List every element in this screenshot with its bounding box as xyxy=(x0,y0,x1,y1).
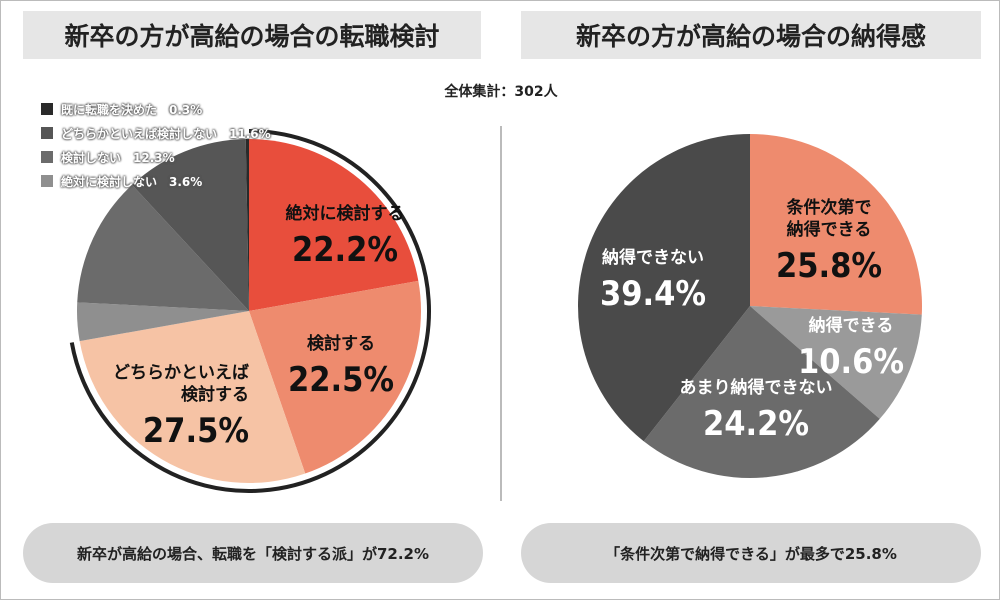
left-chart-title: 新卒の方が高給の場合の転職検討 xyxy=(23,11,481,59)
slice-value: 39.4% xyxy=(600,274,706,314)
legend-label: 既に転職を決めた 0.3% xyxy=(61,102,203,117)
pie-slice xyxy=(249,280,421,474)
divider xyxy=(500,126,502,501)
legend-item: どちらかといえば検討しない 11.6% xyxy=(41,121,271,145)
consider-group-arc xyxy=(69,129,431,493)
legend-swatch xyxy=(41,151,53,163)
pie-slice xyxy=(79,311,306,483)
pie-slice xyxy=(249,139,419,311)
slice-label: 条件次第で xyxy=(786,197,872,218)
pie-slice xyxy=(132,139,249,311)
slice-label: 検討する xyxy=(307,333,375,354)
legend-item: 検討しない 12.3% xyxy=(41,145,271,169)
slice-value: 10.6% xyxy=(798,342,904,382)
total-respondents: 全体集計：302人 xyxy=(444,84,558,100)
legend-label: どちらかといえば検討しない 11.6% xyxy=(61,126,271,141)
legend-item: 絶対に検討しない 3.6% xyxy=(41,169,271,193)
legend-swatch xyxy=(41,175,53,187)
slice-value: 27.5% xyxy=(143,411,249,451)
legend-swatch xyxy=(41,103,53,115)
slice-value: 25.8% xyxy=(776,246,882,286)
pie-slice xyxy=(750,306,922,419)
right-summary: 「条件次第で納得できる」が最多で25.8% xyxy=(521,523,981,583)
pie-slice xyxy=(643,306,880,478)
slice-value: 22.5% xyxy=(288,360,394,400)
slice-label: 納得できる xyxy=(787,219,872,240)
slice-label: 納得できない xyxy=(602,247,704,268)
pie-slice xyxy=(77,184,249,311)
pie-slice xyxy=(750,134,922,315)
right-chart-title: 新卒の方が高給の場合の納得感 xyxy=(521,11,981,59)
legend-item: 既に転職を決めた 0.3% xyxy=(41,97,271,121)
slice-label: どちらかといえば xyxy=(113,363,249,383)
legend-label: 検討しない 12.3% xyxy=(61,150,175,165)
pie-slice xyxy=(578,134,750,442)
slice-label: 検討する xyxy=(181,384,249,405)
left-summary: 新卒が高給の場合、転職を「検討する派」が72.2% xyxy=(23,523,483,583)
slice-label: 絶対に検討する xyxy=(286,203,405,224)
pie-slice xyxy=(245,139,249,311)
slice-label: 納得できる xyxy=(809,315,894,336)
legend-label: 絶対に検討しない 3.6% xyxy=(61,174,203,189)
slice-value: 24.2% xyxy=(703,404,809,444)
slice-value: 22.2% xyxy=(292,230,398,270)
pie-slice xyxy=(77,302,249,342)
legend-swatch xyxy=(41,127,53,139)
slice-label: あまり納得できない xyxy=(680,377,833,398)
left-legend: 既に転職を決めた 0.3% どちらかといえば検討しない 11.6% 検討しない … xyxy=(41,97,271,193)
